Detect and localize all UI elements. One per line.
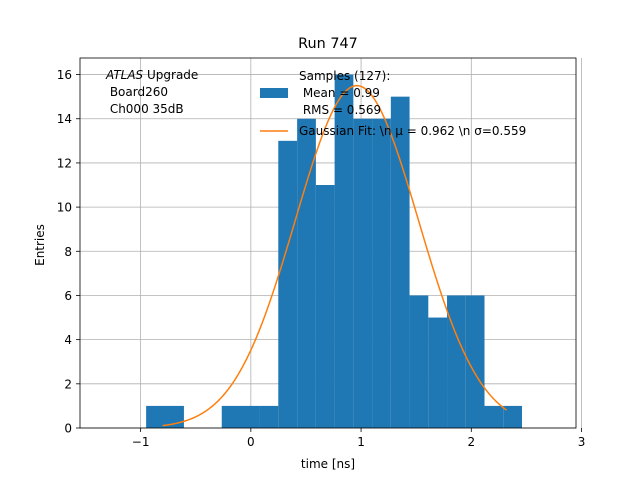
histogram-bar: [278, 140, 298, 428]
y-tick-label-4: 8: [64, 245, 72, 259]
y-tick-label-1: 2: [64, 377, 72, 391]
histogram-bar: [484, 405, 504, 428]
x-tick-label-2: 1: [357, 435, 365, 449]
y-tick-label-7: 14: [57, 112, 72, 126]
histogram-bar: [353, 118, 373, 428]
upgrade-label: Upgrade: [143, 68, 198, 82]
histogram-bar: [315, 185, 335, 428]
histogram-bar: [390, 96, 410, 429]
y-tick-label-6: 12: [57, 156, 72, 170]
x-tick-label-1: 0: [247, 435, 255, 449]
histogram-bar: [221, 405, 260, 428]
chart-title: Run 747: [298, 36, 358, 52]
x-tick-label-3: 2: [467, 435, 475, 449]
annotation-channel: Ch000 35dB: [106, 102, 184, 116]
y-tick-label-8: 16: [57, 68, 72, 82]
legend-hist-label-line-1: Samples (127):: [299, 69, 390, 83]
atlas-label: ATLAS: [105, 68, 144, 82]
x-tick-label-0: −1: [132, 435, 150, 449]
legend-hist-swatch: [260, 88, 288, 98]
y-tick-label-3: 6: [64, 289, 72, 303]
annotation-line-1: ATLAS Upgrade: [105, 68, 198, 82]
gaussian-fit-line: [162, 84, 507, 427]
y-axis-ticks: 0 2 4 6 8 10 12 14 16: [57, 68, 80, 436]
histogram-bar: [447, 295, 466, 428]
annotation-board: Board260: [106, 85, 168, 99]
legend: Samples (127): Mean = 0.99 RMS = 0.569 G…: [260, 69, 526, 138]
legend-fit-label: Gaussian Fit: \n μ = 0.962 \n σ=0.559: [299, 124, 526, 138]
histogram-bar: [259, 405, 279, 428]
y-tick-label-2: 4: [64, 333, 72, 347]
histogram-bar: [465, 295, 485, 428]
legend-hist-label-line-3: RMS = 0.569: [299, 103, 381, 117]
histogram-bars: [146, 74, 522, 429]
x-axis-ticks: −1 0 1 2 3: [132, 428, 586, 449]
x-tick-label-4: 3: [578, 435, 586, 449]
histogram-bar: [503, 405, 522, 428]
histogram-bar: [409, 295, 429, 428]
x-axis-label: time [ns]: [301, 457, 355, 471]
plot-frame: [79, 57, 577, 429]
histogram-bar: [372, 118, 391, 428]
histogram-bar: [334, 74, 354, 428]
legend-hist-label-line-2: Mean = 0.99: [299, 86, 380, 100]
histogram-bar: [428, 317, 448, 428]
y-tick-label-5: 10: [57, 201, 72, 215]
y-axis-label: Entries: [33, 224, 47, 266]
atlas-annotation: ATLAS Upgrade Board260 Ch000 35dB: [105, 68, 198, 116]
histogram-bar: [297, 118, 316, 428]
histogram-bar: [146, 405, 184, 428]
y-tick-label-0: 0: [64, 422, 72, 436]
